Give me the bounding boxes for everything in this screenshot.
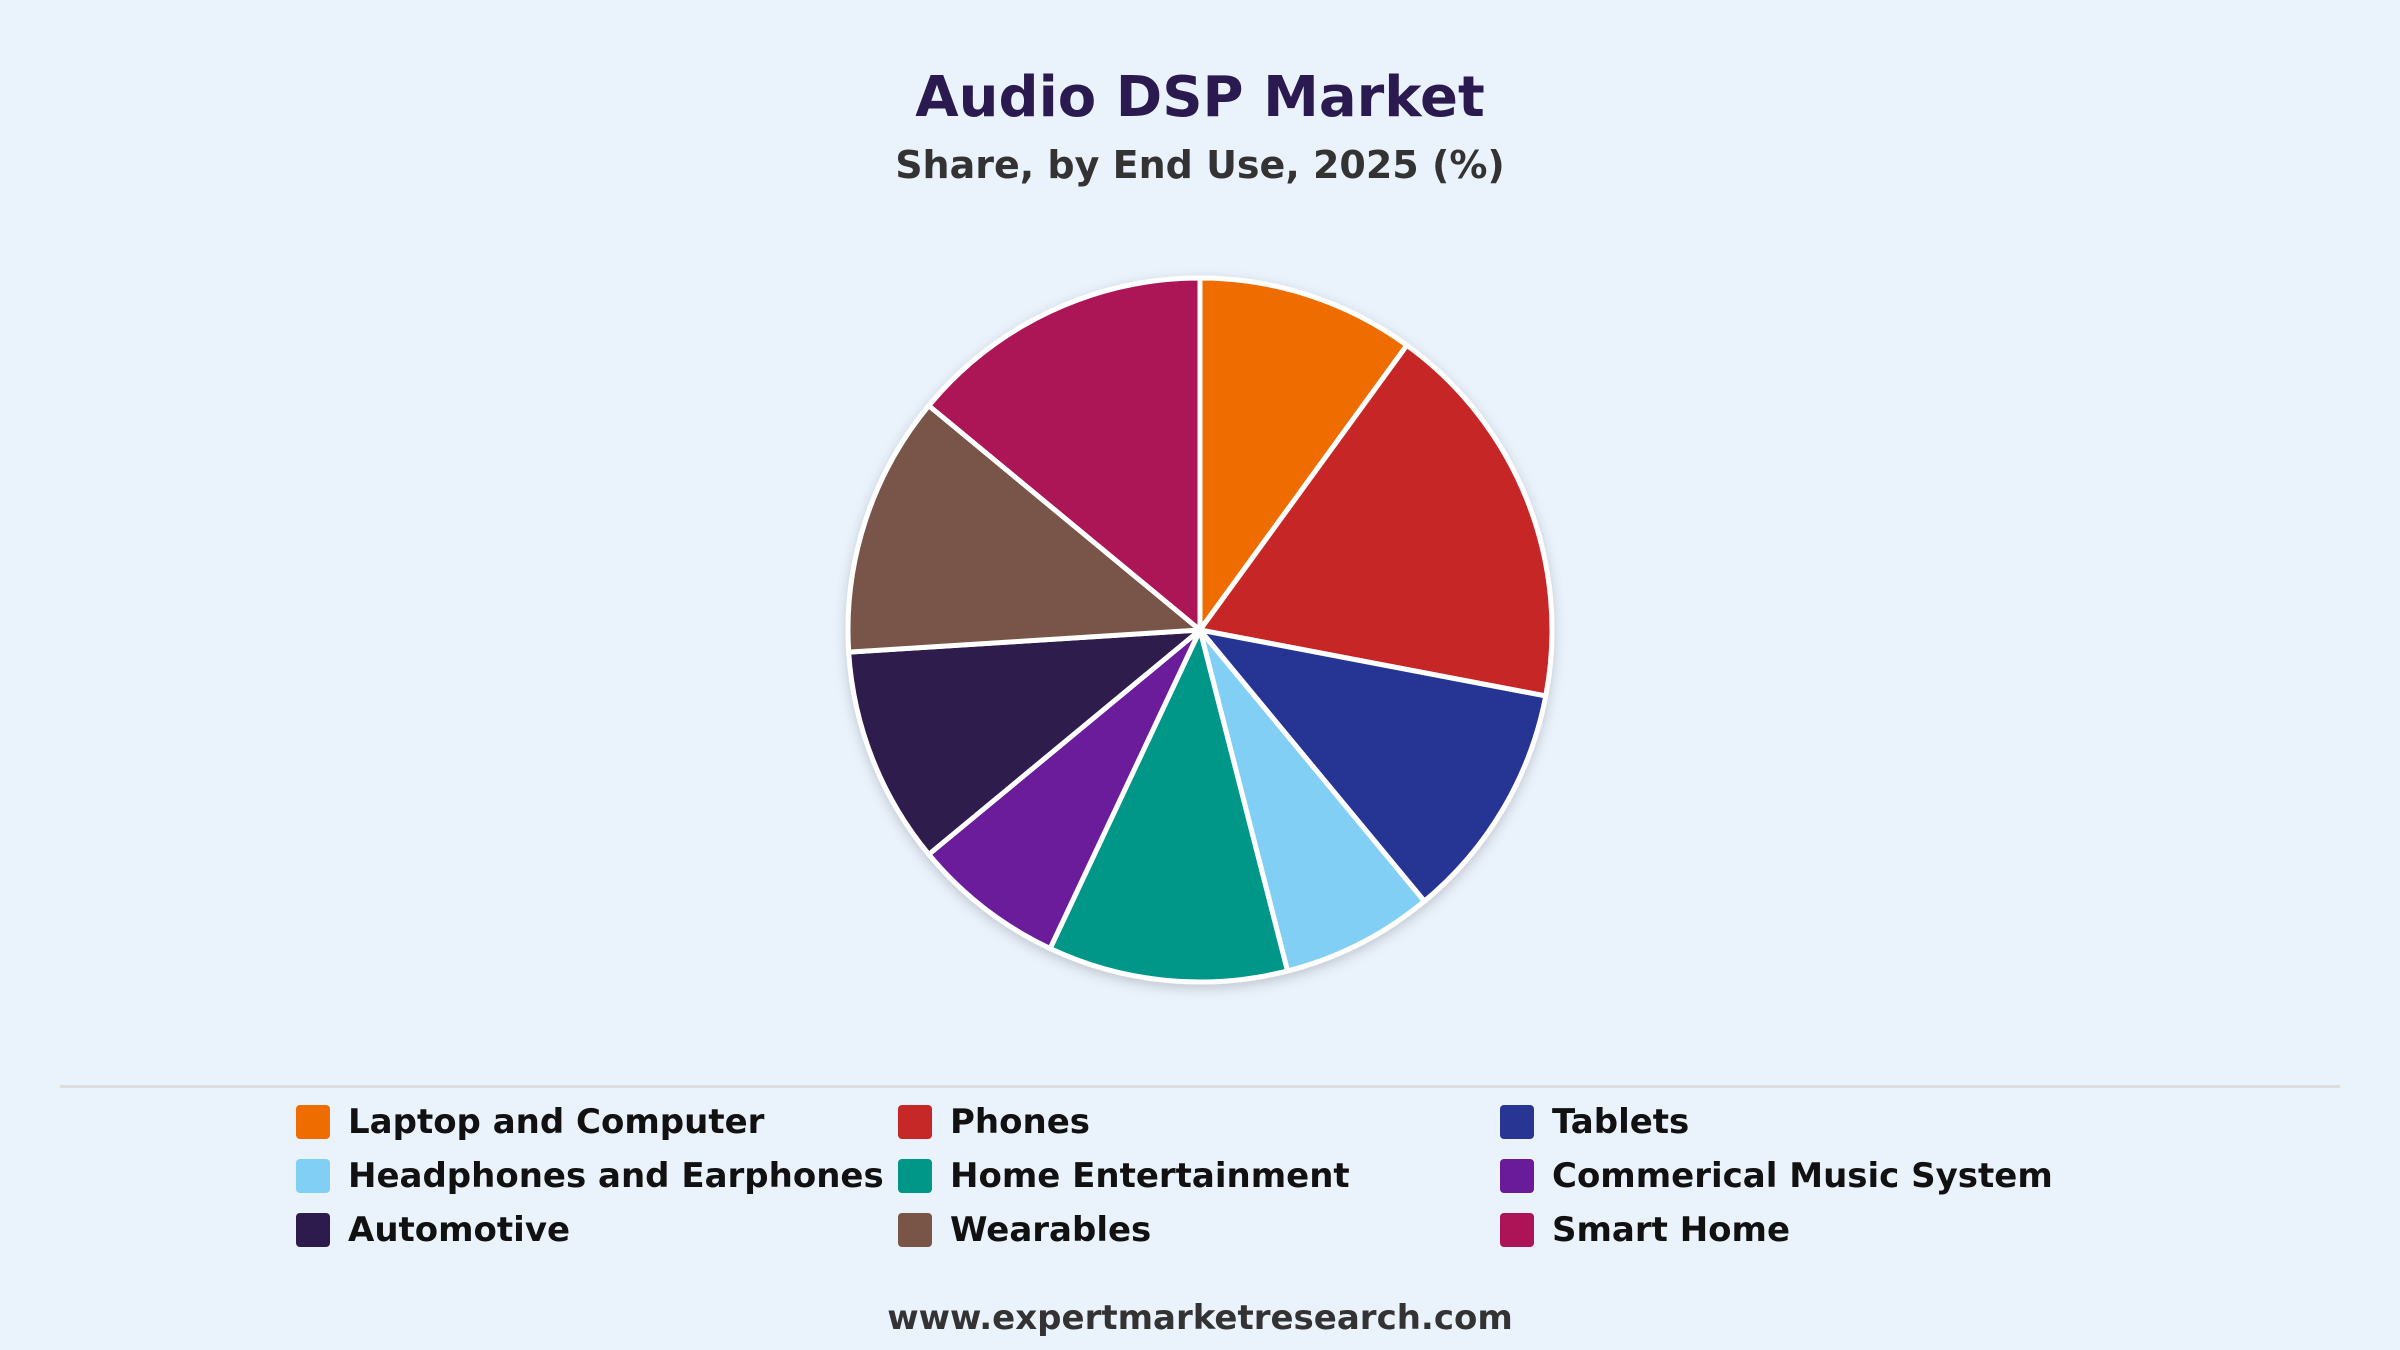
- pie-slice-phones: [1197, 342, 1555, 699]
- pie-slice-smart-home: [926, 275, 1203, 633]
- source-url: www.expertmarketresearch.com: [887, 1298, 1513, 1338]
- pie-slice-headphones-and-earphones: [1197, 627, 1427, 974]
- pie-slice-laptop-and-computer: [1197, 275, 1410, 633]
- chart-title: Audio DSP Market: [915, 65, 1485, 130]
- chart-subtitle: Share, by End Use, 2025 (%): [895, 143, 1505, 187]
- pie-slice-wearables: [845, 403, 1203, 655]
- pie-slice-tablets: [1197, 627, 1549, 904]
- pie-slice-commerical-music-system: [926, 627, 1203, 951]
- pie-slice-automotive: [846, 627, 1203, 857]
- legend-divider: [60, 1085, 2340, 1088]
- pie-slice-home-entertainment: [1047, 627, 1291, 985]
